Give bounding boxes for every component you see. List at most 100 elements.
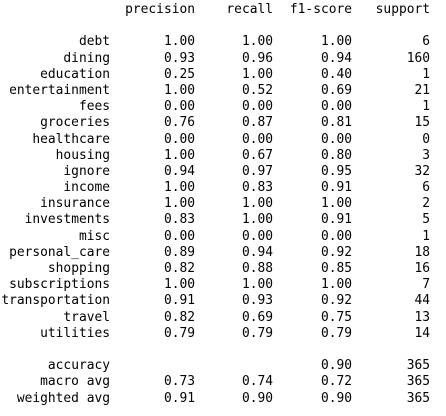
class-row: shopping 0.82 0.88 0.85 16: [0, 261, 446, 277]
summary-row: macro avg 0.73 0.74 0.72 365: [0, 374, 446, 390]
support-value: 365: [352, 391, 430, 407]
f1-score-value: 0.75: [273, 310, 352, 326]
precision-value: 0.00: [110, 229, 195, 245]
class-row: utilities 0.79 0.79 0.79 14: [0, 326, 446, 342]
support-value: 1: [352, 67, 430, 83]
f1-score-value: 0.00: [273, 132, 352, 148]
class-row: travel 0.82 0.69 0.75 13: [0, 310, 446, 326]
header-support: support: [352, 2, 430, 18]
recall-value: 0.52: [195, 83, 273, 99]
support-value: 32: [352, 164, 430, 180]
row-label: housing: [0, 148, 110, 164]
precision-value: 1.00: [110, 196, 195, 212]
precision-value: 0.91: [110, 391, 195, 407]
header-recall: recall: [195, 2, 273, 18]
row-label: debt: [0, 34, 110, 50]
precision-value: 1.00: [110, 277, 195, 293]
precision-value: 1.00: [110, 180, 195, 196]
recall-value: 0.83: [195, 180, 273, 196]
support-value: 16: [352, 261, 430, 277]
row-label: fees: [0, 99, 110, 115]
summary-row: accuracy 0.90 365: [0, 358, 446, 374]
precision-value: 1.00: [110, 83, 195, 99]
class-row: entertainment 1.00 0.52 0.69 21: [0, 83, 446, 99]
summary-row: weighted avg 0.91 0.90 0.90 365: [0, 391, 446, 407]
row-label: shopping: [0, 261, 110, 277]
f1-score-value: 0.00: [273, 99, 352, 115]
f1-score-value: 1.00: [273, 196, 352, 212]
recall-value: 0.00: [195, 229, 273, 245]
recall-value: 0.00: [195, 132, 273, 148]
f1-score-value: 1.00: [273, 34, 352, 50]
f1-score-value: 0.81: [273, 115, 352, 131]
precision-value: 0.82: [110, 261, 195, 277]
row-label: macro avg: [0, 374, 110, 390]
row-label: income: [0, 180, 110, 196]
recall-value: 0.74: [195, 374, 273, 390]
row-label: education: [0, 67, 110, 83]
support-value: 160: [352, 51, 430, 67]
row-label: accuracy: [0, 358, 110, 374]
support-value: 14: [352, 326, 430, 342]
header-f1-score: f1-score: [273, 2, 352, 18]
support-value: 6: [352, 180, 430, 196]
precision-value: 0.73: [110, 374, 195, 390]
row-label: dining: [0, 51, 110, 67]
row-label: misc: [0, 229, 110, 245]
recall-value: 0.00: [195, 99, 273, 115]
support-value: 365: [352, 358, 430, 374]
row-label: subscriptions: [0, 277, 110, 293]
f1-score-value: 0.40: [273, 67, 352, 83]
precision-value: 0.79: [110, 326, 195, 342]
class-row: transportation 0.91 0.93 0.92 44: [0, 293, 446, 309]
recall-value: 0.97: [195, 164, 273, 180]
row-label: weighted avg: [0, 391, 110, 407]
recall-value: 1.00: [195, 277, 273, 293]
support-value: 1: [352, 229, 430, 245]
recall-value: 0.93: [195, 293, 273, 309]
f1-score-value: 0.95: [273, 164, 352, 180]
f1-score-value: 0.90: [273, 391, 352, 407]
recall-value: 1.00: [195, 196, 273, 212]
row-label: ignore: [0, 164, 110, 180]
recall-value: 0.87: [195, 115, 273, 131]
f1-score-value: 0.79: [273, 326, 352, 342]
f1-score-value: 0.85: [273, 261, 352, 277]
support-value: 2: [352, 196, 430, 212]
row-label: utilities: [0, 326, 110, 342]
class-row: income 1.00 0.83 0.91 6: [0, 180, 446, 196]
recall-value: 1.00: [195, 67, 273, 83]
f1-score-value: 1.00: [273, 277, 352, 293]
row-label: transportation: [0, 293, 110, 309]
recall-value: 0.67: [195, 148, 273, 164]
f1-score-value: 0.92: [273, 245, 352, 261]
row-label: insurance: [0, 196, 110, 212]
class-row: groceries 0.76 0.87 0.81 15: [0, 115, 446, 131]
class-row: investments 0.83 1.00 0.91 5: [0, 212, 446, 228]
precision-value: 1.00: [110, 148, 195, 164]
recall-value: 0.90: [195, 391, 273, 407]
recall-value: 0.69: [195, 310, 273, 326]
support-value: 21: [352, 83, 430, 99]
f1-score-value: 0.80: [273, 148, 352, 164]
precision-value: 0.00: [110, 99, 195, 115]
recall-value: 0.88: [195, 261, 273, 277]
class-row: healthcare 0.00 0.00 0.00 0: [0, 132, 446, 148]
support-value: 15: [352, 115, 430, 131]
header-precision: precision: [110, 2, 195, 18]
precision-value: 0.89: [110, 245, 195, 261]
row-label: investments: [0, 212, 110, 228]
class-row: education 0.25 1.00 0.40 1: [0, 67, 446, 83]
classification-report: precision recall f1-score support debt 1.…: [0, 2, 446, 407]
f1-score-value: 0.72: [273, 374, 352, 390]
summary-rows: accuracy 0.90 365 macro avg 0.73 0.74 0.72 365 w…: [0, 358, 446, 407]
f1-score-value: 0.00: [273, 229, 352, 245]
precision-value: 0.83: [110, 212, 195, 228]
f1-score-value: 0.91: [273, 180, 352, 196]
class-rows: debt 1.00 1.00 1.00 6 dining 0.93 0.96 0.94 160 ed…: [0, 34, 446, 342]
class-row: subscriptions 1.00 1.00 1.00 7: [0, 277, 446, 293]
precision-value: 0.82: [110, 310, 195, 326]
class-row: debt 1.00 1.00 1.00 6: [0, 34, 446, 50]
precision-value: 0.25: [110, 67, 195, 83]
f1-score-value: 0.90: [273, 358, 352, 374]
